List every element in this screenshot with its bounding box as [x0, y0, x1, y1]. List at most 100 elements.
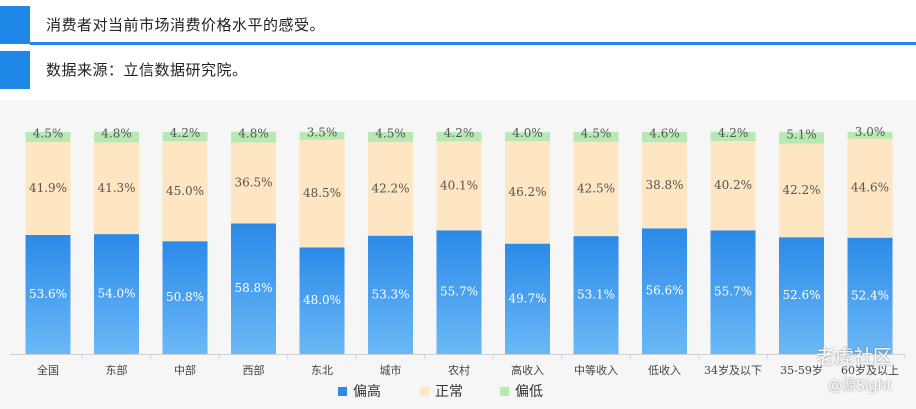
data-label-偏高-12: 52.4%: [851, 288, 889, 302]
bar-segment-正常-6: [436, 141, 482, 231]
x-tick-label-9: 低收入: [648, 363, 681, 377]
watermark-text-2: @源Sight: [827, 378, 892, 394]
x-tick-label-1: 东部: [106, 363, 128, 377]
data-label-正常-4: 48.5%: [303, 186, 341, 200]
bar-segment-正常-3: [231, 142, 276, 224]
data-label-偏低-8: 4.5%: [581, 126, 612, 140]
bar-segment-正常-7: [505, 141, 550, 244]
bar-segment-偏高-1: [94, 234, 139, 354]
data-label-偏高-6: 55.7%: [440, 285, 478, 299]
source-header: 数据来源：立信数据研究院。: [0, 51, 916, 89]
data-label-偏高-0: 53.6%: [29, 287, 67, 301]
data-label-偏高-5: 53.3%: [371, 287, 409, 301]
data-label-偏低-4: 3.5%: [307, 125, 338, 139]
bar-segment-偏低-7: [505, 132, 550, 142]
bar-segment-正常-0: [25, 141, 71, 236]
data-label-偏低-10: 4.2%: [718, 126, 749, 140]
data-label-偏低-12: 3.0%: [855, 125, 886, 139]
source-accent-bar: [0, 51, 30, 89]
x-tick-label-12: 60岁及以上: [841, 363, 899, 377]
data-label-偏低-7: 4.0%: [512, 126, 543, 140]
bar-segment-正常-8: [573, 141, 619, 237]
data-label-偏高-4: 48.0%: [303, 293, 341, 307]
data-label-偏低-1: 4.8%: [101, 127, 132, 141]
data-label-正常-11: 42.2%: [782, 183, 820, 197]
data-label-偏低-3: 4.8%: [238, 127, 269, 141]
data-label-正常-1: 41.3%: [97, 181, 135, 195]
data-label-正常-8: 42.5%: [577, 181, 615, 195]
data-label-偏高-7: 49.7%: [508, 291, 546, 305]
bar-segment-偏高-10: [710, 230, 756, 354]
bar-segment-正常-5: [368, 141, 413, 236]
legend-label-正常: 正常: [435, 384, 463, 400]
bar-segment-偏低-0: [25, 132, 71, 142]
data-label-正常-7: 46.2%: [508, 185, 546, 199]
data-label-偏高-9: 56.6%: [645, 284, 683, 298]
bar-segment-偏高-0: [25, 235, 71, 354]
bar-segment-偏低-6: [436, 132, 482, 142]
bar-segment-偏高-9: [642, 228, 687, 354]
x-tick-label-11: 35-59岁: [780, 363, 823, 377]
data-label-偏低-11: 5.1%: [786, 127, 817, 141]
bar-segment-偏低-4: [299, 132, 345, 140]
x-tick-label-5: 城市: [380, 363, 402, 377]
bar-segment-正常-10: [710, 141, 756, 231]
bar-segment-偏低-2: [162, 132, 208, 142]
data-label-偏高-2: 50.8%: [166, 290, 204, 304]
data-label-正常-6: 40.1%: [440, 178, 478, 192]
chart-title: 消费者对当前市场消费价格水平的感受。: [46, 16, 326, 34]
bar-segment-正常-4: [299, 139, 345, 248]
x-tick-label-7: 高收入: [511, 363, 544, 377]
bar-segment-偏低-5: [368, 132, 413, 142]
bar-segment-正常-2: [162, 141, 208, 242]
watermark-text-1: 老虎社区: [815, 346, 892, 368]
bar-segment-正常-12: [847, 138, 893, 238]
data-label-偏低-6: 4.2%: [444, 126, 475, 140]
bar-segment-偏高-5: [368, 235, 413, 354]
title-header: 消费者对当前市场消费价格水平的感受。: [0, 6, 916, 44]
x-tick-label-10: 34岁及以下: [704, 363, 762, 377]
data-label-偏高-8: 53.1%: [577, 288, 615, 302]
data-label-偏高-11: 52.6%: [782, 288, 820, 302]
bar-segment-偏高-8: [573, 236, 619, 354]
data-label-偏高-1: 54.0%: [97, 287, 135, 301]
x-tick-label-3: 西部: [243, 363, 265, 377]
data-label-偏高-10: 55.7%: [714, 285, 752, 299]
data-label-正常-10: 40.2%: [714, 178, 752, 192]
bar-segment-偏低-12: [847, 132, 893, 139]
bar-segment-偏低-9: [642, 132, 687, 143]
data-label-偏低-9: 4.6%: [649, 127, 680, 141]
x-tick-label-0: 全国: [37, 363, 59, 377]
x-tick-label-4: 东北: [311, 364, 333, 377]
data-label-正常-2: 45.0%: [166, 184, 204, 198]
data-label-正常-5: 42.2%: [371, 181, 409, 195]
bar-segment-偏高-7: [505, 243, 550, 354]
bar-segment-偏高-2: [162, 241, 208, 354]
legend-label-偏低: 偏低: [515, 384, 543, 400]
legend-swatch-偏高: [338, 387, 347, 396]
data-label-偏低-5: 4.5%: [375, 126, 406, 140]
data-label-正常-9: 38.8%: [645, 178, 683, 192]
bar-segment-偏低-11: [779, 132, 824, 144]
bar-segment-偏高-12: [847, 237, 893, 354]
bar-segment-偏高-3: [231, 223, 276, 354]
x-axis: 全国 东部 中部 西部 东北 城市 农村 高收入 中等收入 低收入 34岁及以下 35-59岁 60岁及…: [10, 354, 906, 377]
bar-segment-偏低-8: [573, 131, 619, 142]
title-underline: [30, 42, 916, 45]
data-label-偏高-3: 58.8%: [234, 281, 272, 295]
x-tick-label-8: 中等收入: [574, 363, 618, 377]
bar-segment-偏低-3: [231, 131, 276, 143]
bar-segment-偏低-10: [710, 131, 756, 142]
bar-segment-正常-1: [94, 142, 139, 235]
value-label-group: 53.6% 41.9% 4.5% 54.0% 41.3% 4.8% 50.8% 45.0% 4.…: [29, 125, 889, 307]
bar-segment-偏高-6: [436, 230, 482, 354]
legend-swatch-正常: [420, 387, 429, 396]
bar-segment-偏低-1: [94, 131, 139, 143]
bar-segment-正常-11: [779, 143, 824, 238]
data-label-正常-12: 44.6%: [851, 181, 889, 195]
data-label-正常-3: 36.5%: [234, 175, 272, 189]
legend-swatch-偏低: [500, 387, 509, 396]
data-source: 数据来源：立信数据研究院。: [46, 61, 248, 79]
x-tick-label-6: 农村: [448, 363, 470, 377]
